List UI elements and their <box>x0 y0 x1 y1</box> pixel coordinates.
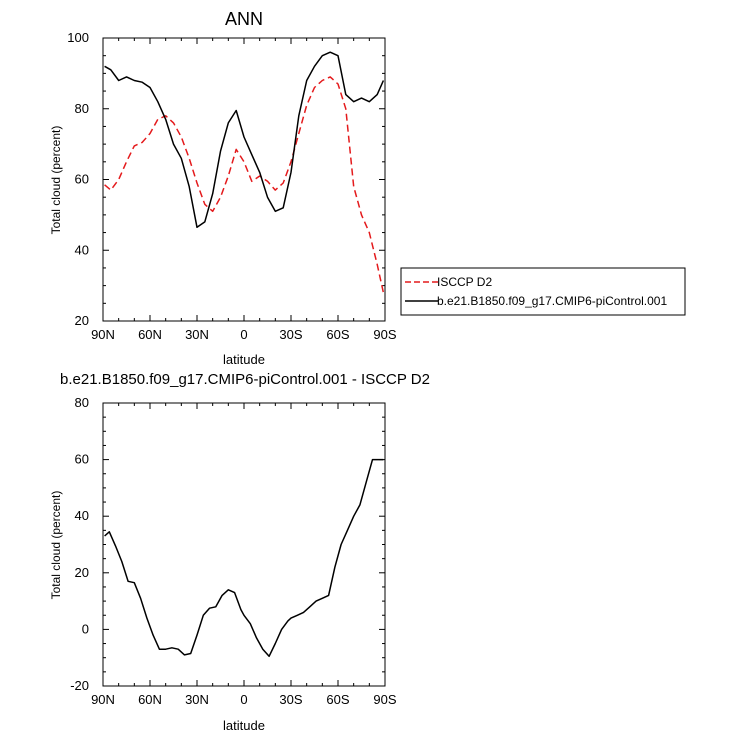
top-series-line-model <box>104 51 385 229</box>
bottom-gridlines-and-ticks <box>102 402 386 687</box>
bottom-series-lines <box>104 458 384 658</box>
bottom-x-tick-labels: 90N 60N 30N 0 30S 60S 90S <box>91 692 397 707</box>
bottom-x-tick-label: 90S <box>373 692 396 707</box>
bottom-x-tick-label: 30S <box>279 692 302 707</box>
top-gridlines-and-ticks <box>102 37 386 322</box>
bottom-y-tick-label: 20 <box>75 565 89 580</box>
bottom-chart-title: b.e21.B1850.f09_g17.CMIP6-piControl.001 … <box>60 371 430 388</box>
top-series-line-isccp <box>104 76 385 293</box>
top-y-tick-label: 80 <box>75 101 89 116</box>
bottom-x-tick-label: 30N <box>185 692 209 707</box>
bottom-y-tick-label: 0 <box>82 621 89 636</box>
top-y-tick-label: 100 <box>67 30 89 45</box>
bottom-y-axis-label: Total cloud (percent) <box>49 491 63 600</box>
top-series-lines <box>104 51 385 293</box>
top-x-axis-label: latitude <box>223 352 265 367</box>
bottom-plot-area: 90N 60N 30N 0 30S 60S 90S -20 0 20 40 60 80 <box>70 395 397 707</box>
top-y-axis-label: Total cloud (percent) <box>49 126 63 235</box>
bottom-y-tick-label: 40 <box>75 508 89 523</box>
bottom-x-tick-label: 60N <box>138 692 162 707</box>
top-x-tick-label: 90S <box>373 327 396 342</box>
legend-label-model: b.e21.B1850.f09_g17.CMIP6-piControl.001 <box>437 294 667 308</box>
top-chart: ANN 90N 60N 30N 0 30S 60S 90S 20 40 60 80 100 lati… <box>49 9 686 367</box>
top-x-tick-label: 60N <box>138 327 162 342</box>
bottom-x-tick-label: 60S <box>326 692 349 707</box>
top-chart-title: ANN <box>225 9 263 29</box>
bottom-x-tick-label: 90N <box>91 692 115 707</box>
bottom-y-tick-labels: -20 0 20 40 60 80 <box>70 395 89 693</box>
legend: ISCCP D2 b.e21.B1850.f09_g17.CMIP6-piCon… <box>400 267 686 316</box>
legend-box <box>400 267 686 316</box>
bottom-x-tick-label: 0 <box>240 692 247 707</box>
bottom-y-tick-label: 60 <box>75 452 89 467</box>
top-x-tick-label: 90N <box>91 327 115 342</box>
top-x-tick-label: 30S <box>279 327 302 342</box>
top-y-tick-label: 60 <box>75 172 89 187</box>
top-y-tick-label: 40 <box>75 242 89 257</box>
bottom-chart: b.e21.B1850.f09_g17.CMIP6-piControl.001 … <box>49 371 430 733</box>
top-y-tick-label: 20 <box>75 313 89 328</box>
top-plot-area: 90N 60N 30N 0 30S 60S 90S 20 40 60 80 100 <box>67 30 397 342</box>
bottom-series-line-difference <box>104 458 384 658</box>
top-x-tick-label: 30N <box>185 327 209 342</box>
bottom-y-tick-label: -20 <box>70 678 89 693</box>
top-x-tick-labels: 90N 60N 30N 0 30S 60S 90S <box>91 327 397 342</box>
top-y-tick-labels: 20 40 60 80 100 <box>67 30 89 328</box>
bottom-y-tick-label: 80 <box>75 395 89 410</box>
bottom-x-axis-label: latitude <box>223 718 265 733</box>
top-x-tick-label: 0 <box>240 327 247 342</box>
top-x-tick-label: 60S <box>326 327 349 342</box>
legend-label-isccp: ISCCP D2 <box>437 275 492 289</box>
